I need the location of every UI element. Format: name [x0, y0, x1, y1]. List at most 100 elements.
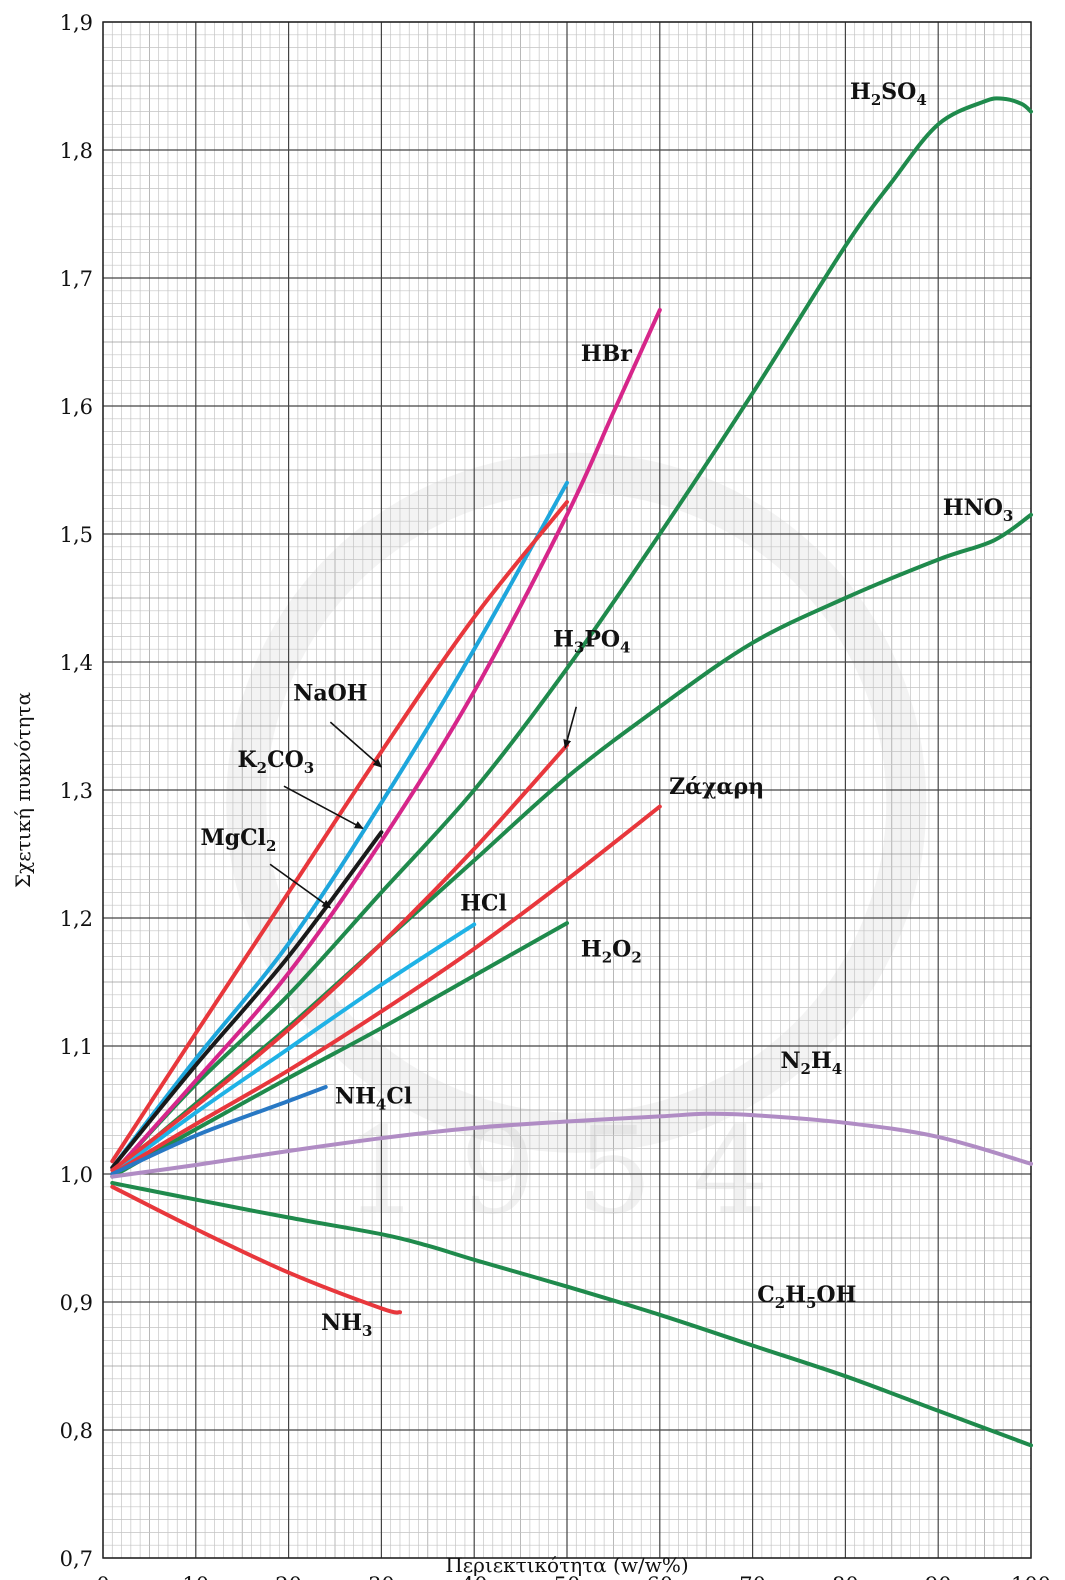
series-label-part: 3	[1003, 507, 1013, 525]
label-arrows	[269, 706, 578, 909]
series-line-n2h4	[110, 1111, 1033, 1179]
plot-frame	[102, 21, 1032, 1559]
series-line-h2so4	[110, 96, 1033, 1176]
series-label-part: H	[581, 936, 602, 962]
series-label-c2h5oh: C2H5OH	[757, 1282, 856, 1312]
y-tick-labels: 0,7 0,8 0,9 1,0 1,1 1,2 1,3 1,4 1,5 1,6 1,7 1,8 1,9	[60, 11, 93, 1571]
y-tick-label: 0,9	[60, 1291, 93, 1315]
series-label-part: H	[811, 1048, 832, 1074]
series-label-part: 2	[266, 837, 276, 855]
y-tick-label: 1,1	[60, 1035, 93, 1059]
series-line-hno3	[110, 512, 1033, 1176]
label-arrow-k2co3	[283, 785, 364, 830]
series-label-nh4cl: NH4Cl	[335, 1084, 412, 1114]
series-lines	[110, 96, 1033, 1448]
x-tick-label: 10	[182, 1573, 209, 1580]
series-label-hbr: HBr	[581, 341, 632, 367]
y-axis-title: Σχετική πυκνότητα	[11, 692, 35, 888]
y-tick-label: 0,7	[60, 1547, 93, 1571]
series-line-nh4cl	[110, 1085, 328, 1176]
y-tick-label: 1,9	[60, 11, 93, 35]
y-tick-label: 1,3	[60, 779, 93, 803]
x-tick-label: 50	[554, 1573, 581, 1580]
x-tick-label: 0	[96, 1573, 109, 1580]
label-arrow-h3po4	[563, 706, 578, 749]
series-line-zachari	[110, 804, 662, 1176]
x-tick-label: 60	[646, 1573, 673, 1580]
series-label-part: K	[238, 747, 258, 773]
x-tick-label: 70	[739, 1573, 766, 1580]
series-label-h2o2: H2O2	[581, 936, 642, 966]
series-label-part: 2	[871, 91, 881, 109]
series-label-part: 2	[801, 1060, 811, 1078]
series-label-hcl: HCl	[460, 890, 507, 916]
x-tick-label: 20	[275, 1573, 302, 1580]
series-line-k2co3	[110, 480, 569, 1170]
y-tick-label: 1,0	[60, 1163, 93, 1187]
series-label-part: 3	[304, 759, 314, 777]
x-tick-label: 30	[368, 1573, 395, 1580]
series-label-nh3: NH3	[321, 1310, 372, 1340]
x-tick-label: 90	[925, 1573, 952, 1580]
x-axis-title: Περιεκτικότητα (w/w%)	[445, 1553, 688, 1577]
series-labels: H2SO4HNO3C2H5OHH2O2HBrK2CO3NaOHMgCl2HClH…	[200, 79, 1013, 1340]
label-arrow-mgcl2	[269, 863, 332, 909]
series-label-hno3: HNO3	[943, 495, 1014, 525]
series-label-part: 4	[620, 639, 630, 657]
series-label-part: 4	[376, 1096, 386, 1114]
series-label-part: 2	[631, 948, 641, 966]
label-arrow-naoh	[329, 721, 383, 768]
series-label-part: 2	[257, 759, 267, 777]
series-label-h3po4: H3PO4	[553, 627, 630, 657]
series-label-part: HCl	[460, 890, 507, 916]
series-label-part: NH	[335, 1084, 376, 1110]
series-line-naoh	[110, 500, 569, 1164]
series-label-part: 2	[775, 1294, 785, 1312]
y-tick-label: 1,4	[60, 651, 93, 675]
x-tick-label: 80	[832, 1573, 859, 1580]
series-label-n2h4: N2H4	[780, 1048, 842, 1078]
series-line-hcl	[110, 922, 477, 1176]
series-label-part: 2	[602, 948, 612, 966]
series-label-part: H	[785, 1282, 806, 1308]
series-label-part: Cl	[386, 1084, 412, 1110]
series-label-zachari: Ζάχαρη	[669, 774, 764, 800]
series-label-part: N	[780, 1048, 800, 1074]
y-tick-label: 1,6	[60, 395, 93, 419]
series-line-nh3	[110, 1184, 402, 1315]
series-label-part: 5	[806, 1294, 816, 1312]
series-line-mgcl2	[110, 830, 384, 1170]
y-tick-label: 1,7	[60, 267, 93, 291]
series-label-part: 4	[832, 1060, 842, 1078]
series-label-part: HNO	[943, 495, 1003, 521]
series-label-part: OH	[816, 1282, 856, 1308]
series-label-part: Ζάχαρη	[669, 774, 764, 800]
series-line-h2o2	[110, 921, 569, 1179]
y-tick-label: 1,2	[60, 907, 93, 931]
y-tick-label: 0,8	[60, 1419, 93, 1443]
series-label-part: O	[612, 936, 631, 962]
y-tick-label: 1,5	[60, 523, 93, 547]
series-label-part: 4	[916, 91, 926, 109]
x-tick-label: 40	[461, 1573, 488, 1580]
series-label-part: HBr	[581, 341, 632, 367]
series-label-part: C	[757, 1282, 775, 1308]
watermark-text: 1954	[344, 1102, 809, 1241]
series-line-c2h5oh	[110, 1181, 1033, 1448]
y-tick-label: 1,8	[60, 139, 93, 163]
series-label-part: 3	[362, 1322, 372, 1340]
x-tick-label: 100	[1011, 1573, 1051, 1580]
series-line-hbr	[110, 308, 662, 1176]
series-label-part: SO	[881, 79, 916, 105]
series-label-h2so4: H2SO4	[850, 79, 927, 109]
series-label-part: 3	[574, 639, 584, 657]
series-label-part: H	[553, 627, 574, 653]
x-tick-labels: 0 10 20 30 40 50 60 70 80 90 100	[96, 1573, 1051, 1580]
series-label-part: NaOH	[293, 680, 367, 706]
series-label-mgcl2: MgCl2	[200, 825, 276, 855]
series-label-part: PO	[584, 627, 620, 653]
series-line-h3po4	[110, 743, 569, 1173]
series-label-part: H	[850, 79, 871, 105]
series-label-part: CO	[267, 747, 304, 773]
